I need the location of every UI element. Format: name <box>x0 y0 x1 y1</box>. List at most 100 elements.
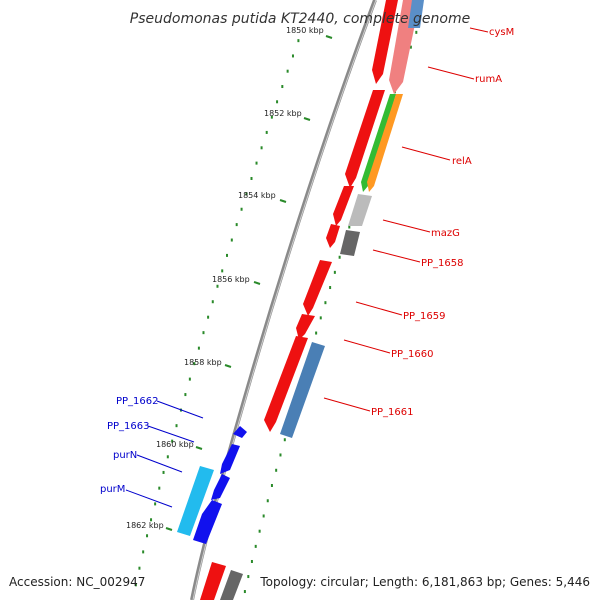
track-dot <box>142 550 145 554</box>
track-dot <box>138 566 141 570</box>
track-dot <box>230 238 233 242</box>
track-dot <box>175 424 178 428</box>
track-dot <box>188 377 191 381</box>
track-dot <box>415 30 418 34</box>
left-gene-labels: PP_1662 PP_1663 purN purM <box>100 396 204 508</box>
leader-rumA <box>427 66 475 80</box>
track-dot <box>235 223 238 227</box>
track-dot <box>207 315 210 319</box>
leader-PP_1660 <box>343 339 391 354</box>
gene-relA <box>361 94 396 192</box>
leader-relA <box>401 146 451 161</box>
track-dot <box>265 130 268 134</box>
gene-PP_1660 <box>264 336 308 432</box>
track-dot <box>245 192 248 196</box>
tick-mark-1850 <box>325 35 333 39</box>
track-dot <box>171 439 174 443</box>
label-PP_1660: PP_1660 <box>391 349 434 360</box>
track-dot <box>150 518 153 522</box>
gene-red-1 <box>372 0 398 84</box>
gene-red-3 <box>326 224 340 248</box>
label-purM: purM <box>100 484 125 495</box>
tick-mark-1856 <box>253 281 261 285</box>
tick-label-1852: 1852 kbp <box>264 109 302 118</box>
leader-PP_1658 <box>372 249 421 263</box>
gene-PP_1658 <box>348 194 372 226</box>
gene-PP_1659 <box>340 230 360 256</box>
label-mazG: mazG <box>431 228 460 239</box>
tick-label-1860: 1860 kbp <box>156 440 194 449</box>
track-dot <box>158 486 161 490</box>
genome-backbone-highlight <box>192 0 377 600</box>
track-dot <box>193 362 196 366</box>
topology-text: Topology: circular; Length: 6,181,863 bp… <box>259 575 590 589</box>
right-gene-labels: cysM rumA relA mazG PP_1658 PP_1659 PP_1… <box>323 27 514 418</box>
track-dot <box>250 559 253 563</box>
track-dot <box>329 286 332 290</box>
track-dot <box>260 146 263 150</box>
track-dot <box>134 583 137 587</box>
reverse-strand-genes <box>177 426 247 544</box>
tick-mark-1862 <box>165 527 173 531</box>
track-dot <box>146 534 149 538</box>
track-dot <box>226 253 229 257</box>
label-PP_1658: PP_1658 <box>421 258 464 269</box>
tick-mark-1860 <box>195 446 203 450</box>
track-dot <box>276 100 279 104</box>
forward-strand-genes <box>200 0 424 600</box>
track-dot <box>262 514 265 518</box>
leader-purM <box>125 489 173 508</box>
gene-blue-top <box>408 0 424 28</box>
track-dot <box>275 468 278 472</box>
tick-mark-1858 <box>224 364 232 368</box>
track-dot <box>291 54 294 58</box>
leader-PP_1659 <box>355 301 403 316</box>
track-dot <box>286 69 289 73</box>
track-dot <box>243 590 246 594</box>
track-dot <box>216 284 219 288</box>
tick-label-1856: 1856 kbp <box>212 275 250 284</box>
track-dot <box>166 455 169 459</box>
track-dot <box>348 225 351 229</box>
gene-red-2 <box>333 186 354 226</box>
kbp-scale: 1850 kbp 1852 kbp 1854 kbp 1856 kbp 1858… <box>126 26 333 531</box>
dot-tracks <box>134 30 418 594</box>
gene-PP_1661 <box>280 342 325 438</box>
genome-title: Pseudomonas putida KT2440, complete geno… <box>130 11 470 27</box>
track-dot <box>254 544 257 548</box>
track-dot <box>297 39 300 43</box>
track-dot <box>409 45 412 49</box>
track-dot <box>221 269 224 273</box>
track-dot <box>202 331 205 335</box>
track-dot <box>211 300 214 304</box>
tick-label-1862: 1862 kbp <box>126 521 164 530</box>
track-dot <box>250 176 253 180</box>
track-dot <box>315 331 318 335</box>
track-dot <box>319 316 322 320</box>
tick-mark-1852 <box>303 117 311 121</box>
track-dot <box>338 255 341 259</box>
leader-PP_1663 <box>147 425 195 443</box>
leader-mazG <box>382 219 431 233</box>
track-dot <box>283 438 286 442</box>
track-dot <box>281 85 284 89</box>
gene-red-bottom <box>200 562 226 600</box>
track-dot <box>258 529 261 533</box>
track-dot <box>184 393 187 397</box>
gene-gray-bottom <box>220 570 243 600</box>
track-dot <box>270 483 273 487</box>
track-dot <box>162 470 165 474</box>
gene-red-5 <box>296 314 315 340</box>
tick-label-1854: 1854 kbp <box>238 191 276 200</box>
track-dot <box>279 453 282 457</box>
track-dot <box>270 115 273 119</box>
leader-cysM <box>469 27 489 33</box>
label-PP_1659: PP_1659 <box>403 311 446 322</box>
track-dot <box>324 301 327 305</box>
label-relA: relA <box>452 156 472 167</box>
accession-text: Accession: NC_002947 <box>9 575 145 589</box>
track-dot <box>255 161 258 165</box>
leader-PP_1661 <box>323 397 371 412</box>
gene-PP_1662 <box>233 426 247 438</box>
